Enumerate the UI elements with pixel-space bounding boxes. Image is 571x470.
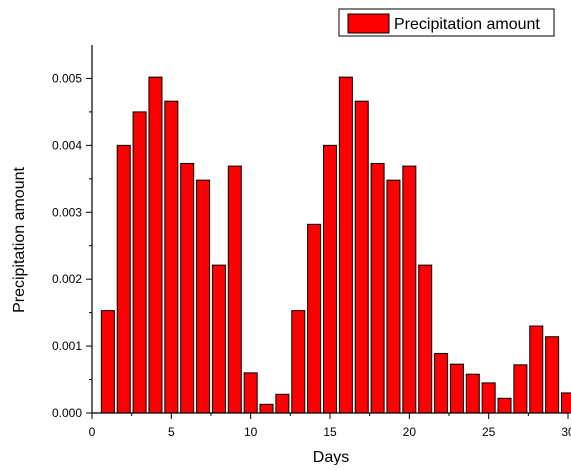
bar bbox=[275, 393, 290, 414]
bar bbox=[164, 100, 179, 414]
bar bbox=[418, 264, 433, 414]
bar bbox=[560, 392, 571, 414]
bar bbox=[116, 144, 131, 414]
bar bbox=[322, 144, 337, 414]
legend: Precipitation amount bbox=[338, 8, 555, 37]
bar bbox=[434, 352, 449, 414]
bar bbox=[259, 403, 274, 414]
bar bbox=[196, 179, 211, 414]
y-tick-label: 0.004 bbox=[52, 138, 82, 152]
bar bbox=[180, 162, 195, 414]
bar bbox=[545, 336, 560, 414]
legend-label: Precipitation amount bbox=[394, 16, 540, 33]
bar bbox=[449, 363, 464, 414]
bar bbox=[338, 76, 353, 414]
bar bbox=[402, 165, 417, 414]
bar bbox=[148, 76, 163, 414]
bar bbox=[354, 100, 369, 414]
y-tick-label: 0.002 bbox=[52, 272, 82, 286]
bar bbox=[386, 179, 401, 414]
axes-layer: 0.000 0.001 0.002 0.003 0.004 0.005 0 5 10 15 20 25… bbox=[52, 45, 571, 439]
bar bbox=[307, 223, 322, 414]
bar bbox=[370, 162, 385, 414]
bar bbox=[132, 111, 147, 414]
y-tick-label: 0.001 bbox=[52, 339, 82, 353]
bar bbox=[100, 310, 115, 414]
bar bbox=[243, 372, 258, 414]
x-tick-label: 30 bbox=[561, 425, 571, 439]
y-tick-label: 0.005 bbox=[52, 71, 82, 85]
x-tick-label: 5 bbox=[168, 425, 175, 439]
x-tick-label: 25 bbox=[482, 425, 496, 439]
bars-layer bbox=[100, 76, 571, 414]
y-tick-label: 0.003 bbox=[52, 205, 82, 219]
x-tick-label: 10 bbox=[244, 425, 258, 439]
y-tick-label: 0.000 bbox=[52, 406, 82, 420]
bar bbox=[513, 364, 528, 414]
x-axis-label: Days bbox=[313, 449, 349, 465]
legend-swatch bbox=[347, 13, 390, 34]
x-tick-label: 0 bbox=[89, 425, 96, 439]
x-tick-label: 15 bbox=[323, 425, 337, 439]
bar bbox=[291, 310, 306, 414]
bar bbox=[497, 397, 512, 414]
x-tick-label: 20 bbox=[403, 425, 417, 439]
y-axis-label: Precipitation amount bbox=[11, 167, 28, 313]
bar bbox=[465, 373, 480, 414]
bar bbox=[529, 325, 544, 414]
bar bbox=[481, 382, 496, 414]
bar bbox=[227, 165, 242, 414]
bar bbox=[211, 264, 226, 414]
